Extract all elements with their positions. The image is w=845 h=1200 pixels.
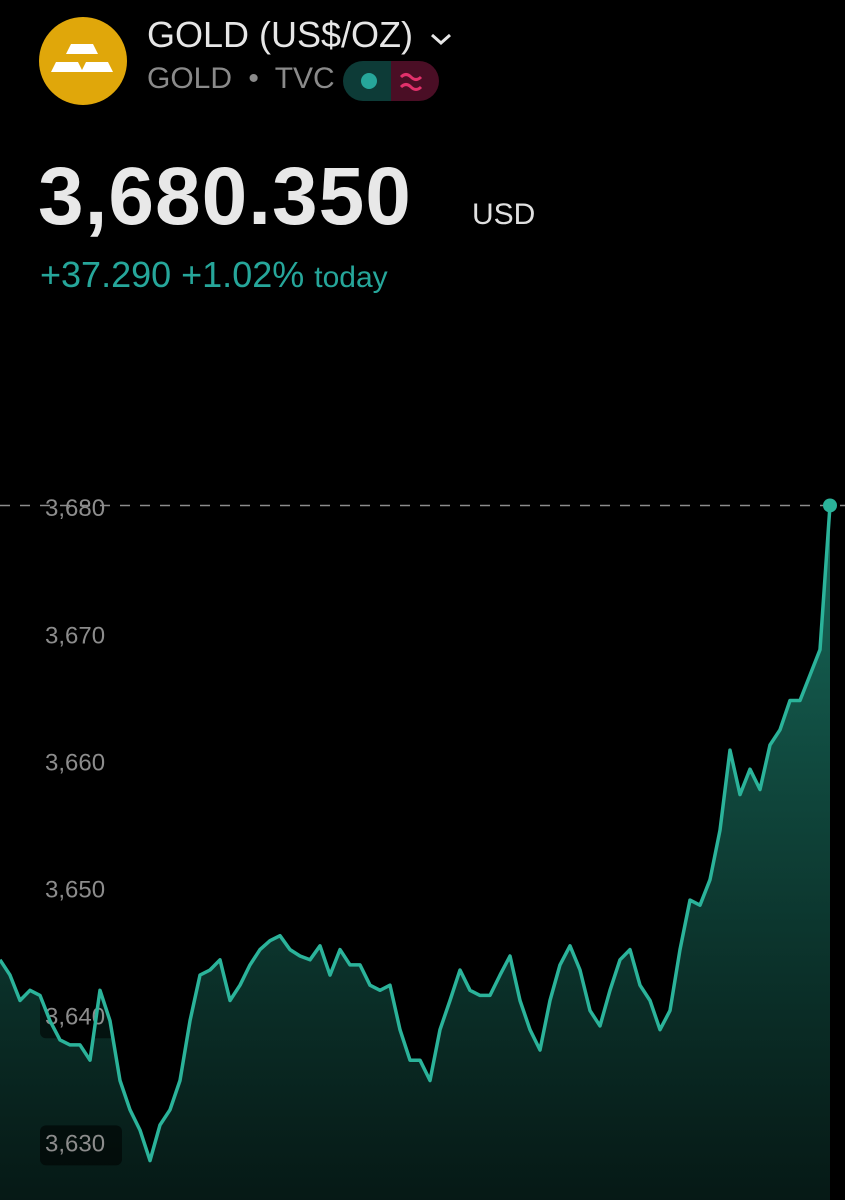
tick-mark xyxy=(40,998,122,1039)
change-percent: +1.02% xyxy=(181,254,305,295)
period: today xyxy=(314,261,388,294)
last-price-dot xyxy=(823,498,837,513)
y-tick-label: 3,630 xyxy=(45,1131,105,1158)
change: +37.290 +1.02% today xyxy=(40,254,398,296)
y-tick-label: 3,670 xyxy=(45,622,105,649)
subtitle: GOLD • TVC xyxy=(147,62,335,96)
status-badge xyxy=(343,61,439,101)
symbol: GOLD xyxy=(147,62,233,95)
change-value: +37.290 xyxy=(40,254,172,295)
chevron xyxy=(431,33,452,46)
separator: • xyxy=(248,62,259,95)
currency: USD xyxy=(472,198,536,231)
y-tick-label: 3,650 xyxy=(45,877,105,904)
symbol-title[interactable]: GOLD (US$/OZ) xyxy=(147,14,453,56)
title-text: GOLD (US$/OZ) xyxy=(147,14,414,55)
gold-icon xyxy=(39,17,127,105)
exchange: TVC xyxy=(274,62,335,95)
y-tick-label: 3,680 xyxy=(45,495,105,522)
y-tick-label: 3,660 xyxy=(45,749,105,776)
price-line xyxy=(0,505,832,1163)
price: 3,680.350 xyxy=(38,151,412,242)
tick-mark xyxy=(40,1125,122,1166)
area-fill xyxy=(0,505,830,1200)
